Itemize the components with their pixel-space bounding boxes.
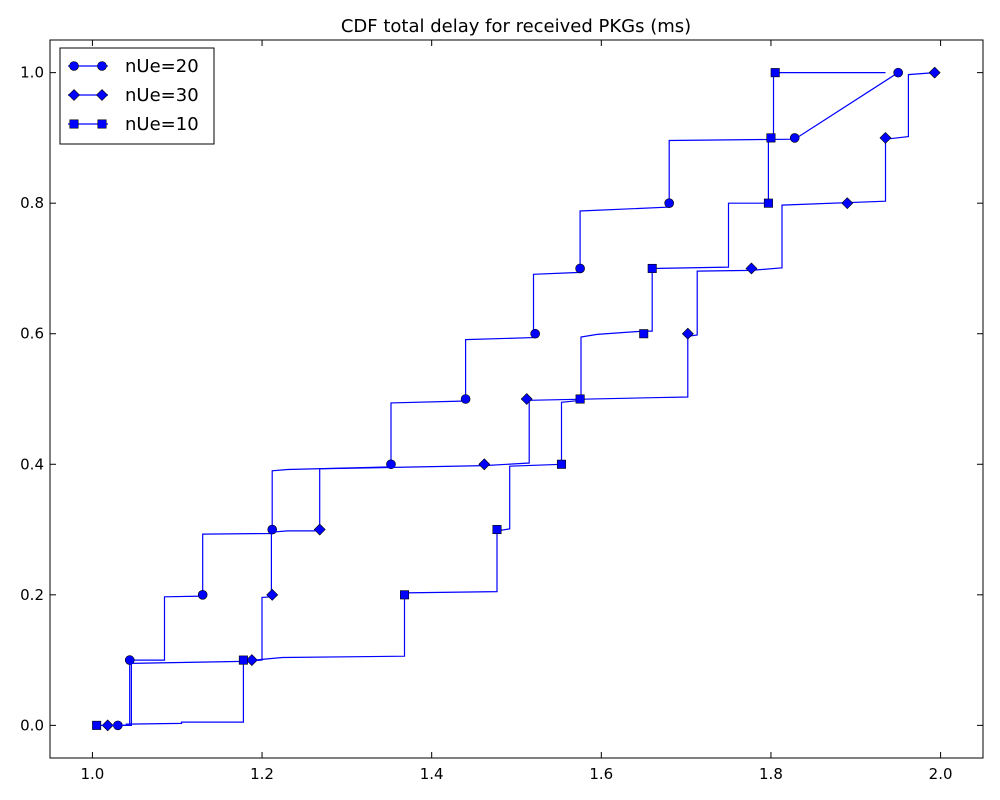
data-point xyxy=(789,133,800,143)
data-point xyxy=(266,588,279,601)
y-tick-label: 0.4 xyxy=(20,455,44,473)
x-tick-label: 2.0 xyxy=(929,765,953,783)
legend-marker-right xyxy=(97,119,107,129)
legend-marker-left xyxy=(69,119,79,129)
data-point xyxy=(530,328,540,339)
data-point xyxy=(745,262,758,275)
y-tick-label: 0.8 xyxy=(20,194,44,212)
legend-label: nUe=30 xyxy=(125,85,199,106)
series-nUe=10 xyxy=(92,68,886,730)
data-point xyxy=(386,459,396,470)
data-point xyxy=(197,590,208,600)
data-point xyxy=(313,523,326,536)
series-nUe=20 xyxy=(113,67,903,731)
data-point xyxy=(639,329,649,339)
data-point xyxy=(664,198,674,208)
legend-label: nUe=10 xyxy=(125,114,199,135)
data-point xyxy=(460,394,471,404)
legend-marker-right xyxy=(97,61,107,71)
y-tick-label: 0.0 xyxy=(20,716,44,734)
x-tick-label: 1.6 xyxy=(589,765,613,783)
y-tick-label: 1.0 xyxy=(20,64,44,82)
plot-frame xyxy=(49,39,984,759)
data-point xyxy=(238,655,248,665)
series-line xyxy=(117,72,899,727)
legend-box xyxy=(59,47,215,145)
data-point xyxy=(556,459,566,469)
legend-item: nUe=20 xyxy=(68,56,199,77)
data-point xyxy=(841,197,854,210)
data-point xyxy=(92,720,102,730)
legend: nUe=20 nUe=30 nUe=10 xyxy=(59,47,215,145)
data-point xyxy=(770,68,780,78)
legend-item: nUe=10 xyxy=(68,114,199,135)
y-tick-label: 0.2 xyxy=(20,586,44,604)
data-point xyxy=(763,198,773,208)
data-point xyxy=(766,133,776,143)
ticks-layer: 1.0 1.2 1.4 1.6 1.8 2.0 0.0 0.2 0.4 0.6 0.8 1.0 xyxy=(20,40,983,783)
data-point xyxy=(928,66,941,79)
data-point xyxy=(647,263,657,273)
data-point xyxy=(124,655,135,665)
data-point xyxy=(879,131,892,144)
legend-item: nUe=30 xyxy=(68,85,199,106)
series-line xyxy=(107,72,935,727)
data-point xyxy=(478,458,491,471)
data-point xyxy=(681,327,694,340)
data-point xyxy=(492,525,502,535)
legend-label: nUe=20 xyxy=(125,56,199,77)
series-line xyxy=(96,71,886,727)
series-layer xyxy=(92,66,941,732)
data-point xyxy=(575,394,585,404)
series-nUe=30 xyxy=(101,66,941,732)
legend-marker-left xyxy=(69,61,79,71)
x-tick-label: 1.4 xyxy=(420,765,444,783)
data-point xyxy=(400,590,410,600)
data-point xyxy=(575,263,585,274)
data-point xyxy=(520,393,533,405)
chart-title: CDF total delay for received PKGs (ms) xyxy=(341,16,691,37)
x-tick-label: 1.8 xyxy=(759,765,783,783)
legend-marker-right xyxy=(96,89,108,101)
x-tick-label: 1.0 xyxy=(80,765,104,783)
x-tick-label: 1.2 xyxy=(250,765,274,783)
y-tick-label: 0.6 xyxy=(20,325,44,343)
legend-marker-left xyxy=(68,89,80,101)
data-point xyxy=(893,67,903,78)
